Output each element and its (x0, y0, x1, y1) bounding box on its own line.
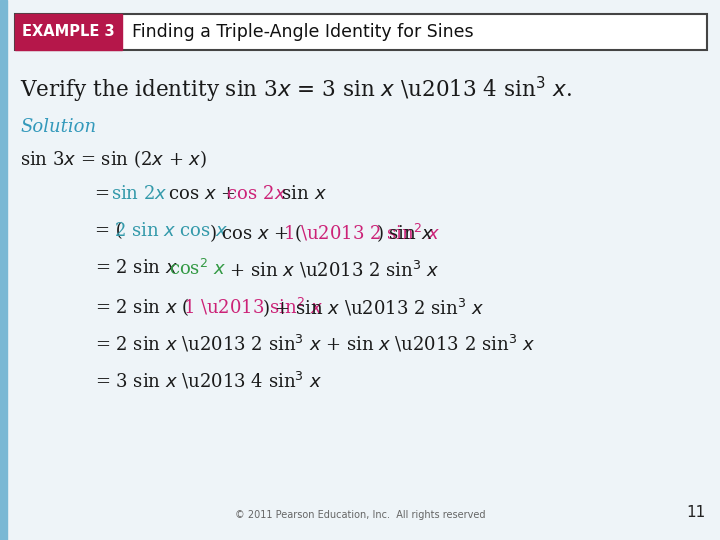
Text: ) sin $x$: ) sin $x$ (376, 222, 434, 244)
Text: ) cos $x$ + (: ) cos $x$ + ( (209, 222, 302, 244)
Text: sin 2$x$: sin 2$x$ (111, 185, 168, 203)
Text: EXAMPLE 3: EXAMPLE 3 (22, 24, 114, 39)
Text: = (: = ( (95, 222, 122, 240)
Text: cos $x$ +: cos $x$ + (163, 185, 236, 203)
Text: = 2 sin $x$: = 2 sin $x$ (95, 259, 178, 277)
Text: ) + sin $x$ \u2013 2 sin$^3$ $x$: ) + sin $x$ \u2013 2 sin$^3$ $x$ (262, 296, 485, 319)
Text: 2 sin $x$ cos $x$: 2 sin $x$ cos $x$ (114, 222, 228, 240)
Text: sin 3$x$ = sin (2$x$ + $x$): sin 3$x$ = sin (2$x$ + $x$) (20, 148, 207, 170)
Text: cos$^2$ $x$: cos$^2$ $x$ (169, 259, 226, 279)
Bar (15, 14, 707, 50)
Text: = 2 sin $x$ \u2013 2 sin$^3$ $x$ + sin $x$ \u2013 2 sin$^3$ $x$: = 2 sin $x$ \u2013 2 sin$^3$ $x$ + sin $… (95, 333, 535, 354)
Text: = 3 sin $x$ \u2013 4 sin$^3$ $x$: = 3 sin $x$ \u2013 4 sin$^3$ $x$ (95, 370, 322, 391)
Text: cos 2$x$: cos 2$x$ (221, 185, 287, 203)
Text: 1 \u2013 2 sin$^2$ $x$: 1 \u2013 2 sin$^2$ $x$ (283, 222, 441, 243)
Text: 1 \u2013 sin$^2$ $x$: 1 \u2013 sin$^2$ $x$ (183, 296, 323, 317)
Text: Verify the identity sin 3$x$ = 3 sin $x$ \u2013 4 sin$^3$ $x$.: Verify the identity sin 3$x$ = 3 sin $x$… (20, 75, 572, 105)
Bar (0, 0, 7, 540)
Text: Solution: Solution (20, 118, 96, 136)
Text: =: = (95, 185, 116, 203)
Text: + sin $x$ \u2013 2 sin$^3$ $x$: + sin $x$ \u2013 2 sin$^3$ $x$ (224, 259, 439, 280)
Bar (15, 14, 122, 50)
Text: © 2011 Pearson Education, Inc.  All rights reserved: © 2011 Pearson Education, Inc. All right… (235, 510, 485, 520)
Text: sin $x$: sin $x$ (276, 185, 327, 203)
Text: = 2 sin $x$ (: = 2 sin $x$ ( (95, 296, 189, 318)
Text: Finding a Triple-Angle Identity for Sines: Finding a Triple-Angle Identity for Sine… (132, 23, 474, 41)
Text: 11: 11 (687, 505, 706, 520)
